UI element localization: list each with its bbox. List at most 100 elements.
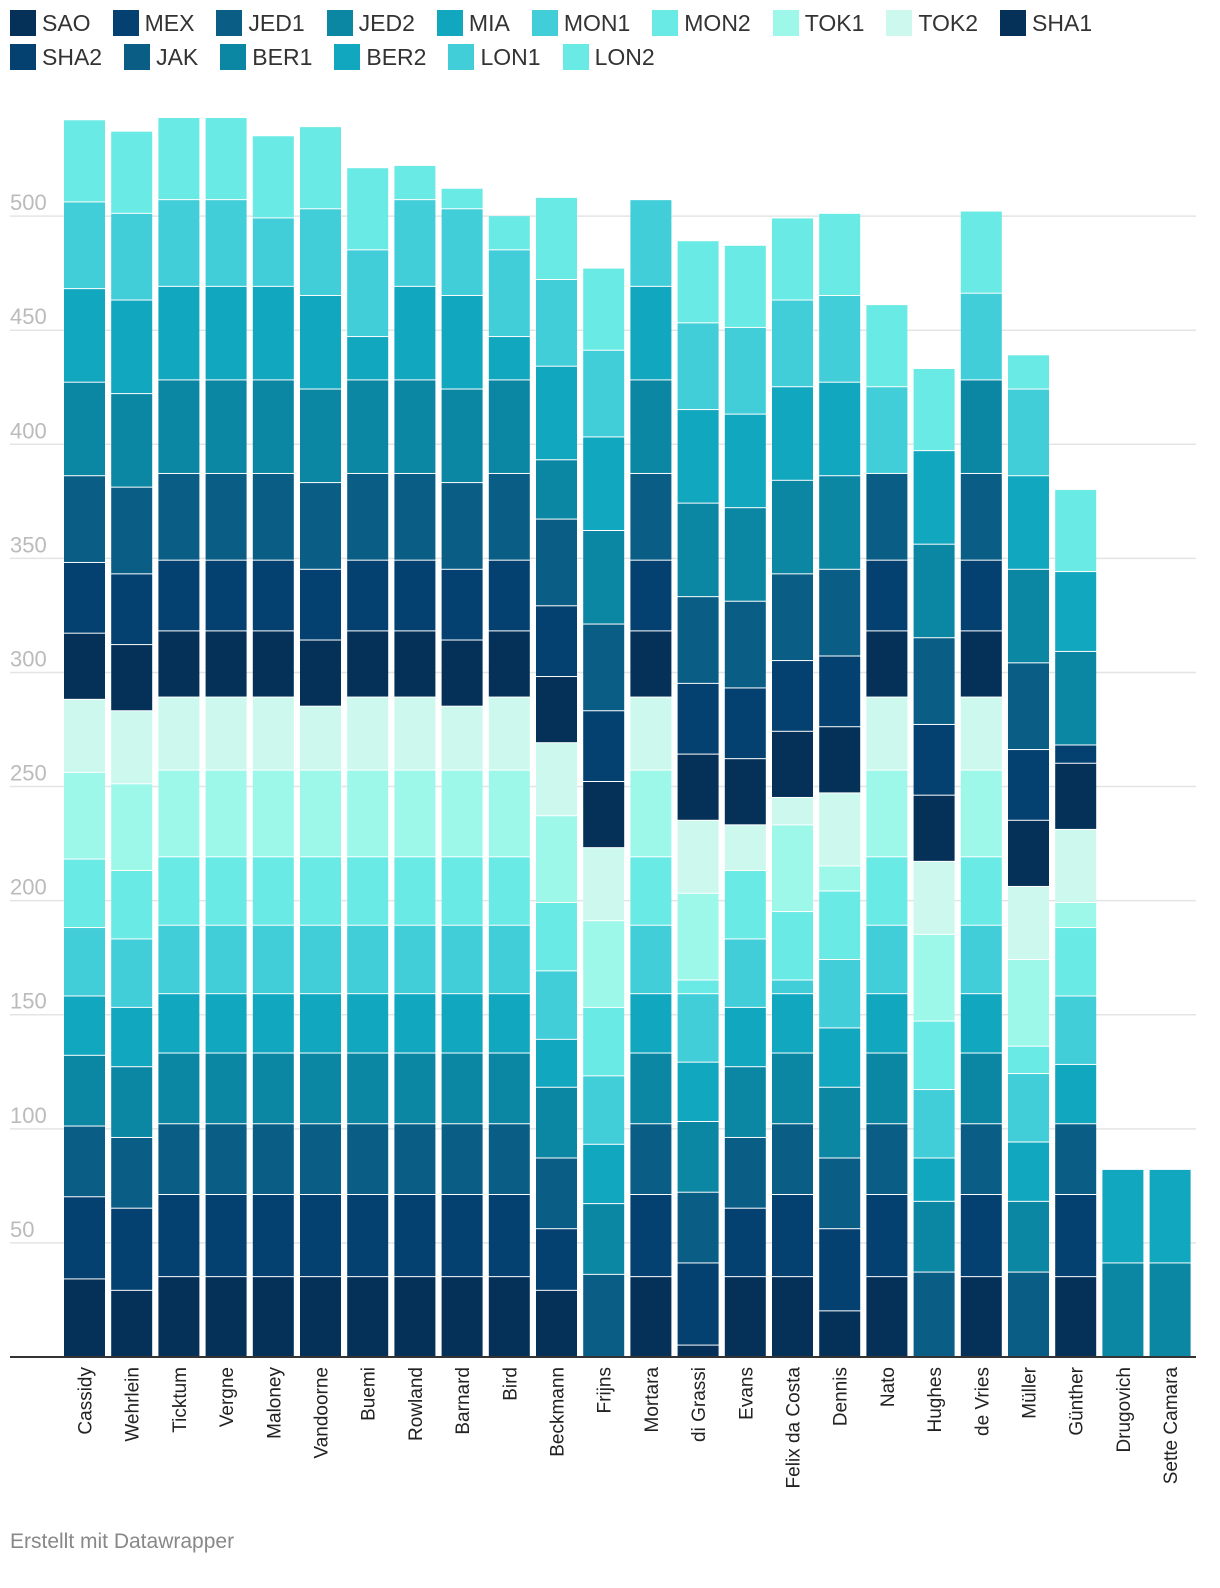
bar-segment-jak xyxy=(536,519,577,606)
y-tick-label: 200 xyxy=(10,875,47,900)
legend-label: BER1 xyxy=(252,43,313,70)
category-label: Felix da Costa xyxy=(784,1367,805,1489)
bar-segment-ber2 xyxy=(1008,476,1049,569)
bar-segment-sha1 xyxy=(64,633,105,699)
category-label: Nato xyxy=(878,1367,899,1407)
bar-segment-lon1 xyxy=(64,202,105,289)
category-label: Barnard xyxy=(453,1367,474,1435)
bar-segment-jed2 xyxy=(488,1053,530,1124)
bar-segment-mon1 xyxy=(913,1090,955,1158)
bar-segment-tok1 xyxy=(488,770,530,857)
bar-segment-mon2 xyxy=(488,857,530,925)
bar-segment-jed1 xyxy=(252,1124,294,1194)
bar-segment-tok2 xyxy=(441,706,483,770)
bar-segment-mon1 xyxy=(536,971,577,1039)
bar-segment-sao xyxy=(347,1277,389,1356)
category-label: Dennis xyxy=(831,1367,852,1426)
bar-segment-mia xyxy=(772,994,813,1053)
bar-segment-mex xyxy=(205,1194,247,1277)
bar-segment-tok2 xyxy=(347,697,389,770)
bar-segment-sha1 xyxy=(724,759,766,825)
bar-segment-jed2 xyxy=(300,1053,341,1124)
y-tick-label: 500 xyxy=(10,190,47,215)
bar-segment-tok2 xyxy=(583,848,625,921)
bar-segment-tok1 xyxy=(1008,959,1049,1046)
bar-segment-jak xyxy=(205,473,247,560)
legend-label: MEX xyxy=(144,9,195,36)
bar-segment-mia xyxy=(819,1028,861,1087)
bar-segment-ber2 xyxy=(772,387,813,480)
bar-segment-jed1 xyxy=(1055,1124,1097,1194)
bar-segment-jed1 xyxy=(488,1124,530,1194)
bar-segment-tok1 xyxy=(536,816,577,902)
bar-segment-ber1 xyxy=(252,380,294,473)
bar-segment-sha2 xyxy=(64,562,105,633)
bar-segment-tok1 xyxy=(913,934,955,1021)
bar-segment-mex xyxy=(111,1208,153,1290)
bar-segment-ber1 xyxy=(1055,651,1097,745)
bar-segment-tok2 xyxy=(819,793,861,866)
bar-segment-jak xyxy=(583,624,625,711)
category-label: Ticktum xyxy=(170,1367,191,1433)
bar-segment-mon2 xyxy=(1055,928,1097,996)
bar-segment-mia xyxy=(441,994,483,1053)
bar-segment-tok1 xyxy=(630,770,672,857)
legend-label: SHA1 xyxy=(1032,9,1093,36)
bar-segment-jak xyxy=(630,473,672,560)
bar-segment-jak xyxy=(347,473,389,560)
bar-segment-mia xyxy=(111,1007,153,1067)
bar-segment-lon1 xyxy=(300,209,341,295)
bar-segment-sha1 xyxy=(960,631,1002,697)
bar-segment-tok1 xyxy=(64,772,105,859)
y-tick-label: 350 xyxy=(10,532,47,557)
bar-segment-ber2 xyxy=(64,289,105,382)
category-label: Buemi xyxy=(359,1367,380,1421)
bar-segment-tok1 xyxy=(441,770,483,857)
bar-segment-sha2 xyxy=(1008,750,1049,820)
bar-segment-tok2 xyxy=(205,697,247,770)
y-tick-label: 250 xyxy=(10,761,47,786)
bar-segment-sha1 xyxy=(1008,820,1049,886)
y-tick-label: 100 xyxy=(10,1103,47,1128)
y-tick-label: 450 xyxy=(10,304,47,329)
bar-segment-jak xyxy=(677,597,719,683)
category-label: Maloney xyxy=(264,1367,285,1439)
bar-segment-sao xyxy=(111,1290,153,1356)
legend-label: TOK1 xyxy=(804,9,865,36)
bar-segment-sao xyxy=(488,1277,530,1356)
bar-segment-mon2 xyxy=(772,912,813,980)
bar-segment-mon1 xyxy=(677,994,719,1062)
bar-segment-mex xyxy=(252,1194,294,1277)
legend-item-sha1: SHA1 xyxy=(1000,10,1092,36)
legend-item-tok1: TOK1 xyxy=(772,9,865,36)
bar-segment-sao xyxy=(205,1277,247,1356)
bar-segment-lon1 xyxy=(960,293,1002,380)
bar-segment-ber1 xyxy=(819,476,861,569)
bar-segment-jed1 xyxy=(158,1124,200,1194)
bar-segment-mex xyxy=(441,1194,483,1277)
legend-swatch xyxy=(1000,10,1027,36)
bar-segment-mon2 xyxy=(1008,1046,1049,1074)
bar-segment-mia xyxy=(394,994,436,1053)
bar-segment-tok1 xyxy=(583,921,625,1007)
bar-segment-jed2 xyxy=(64,1055,105,1126)
bar-segment-jed2 xyxy=(205,1053,247,1124)
bar-segment-ber1 xyxy=(536,460,577,519)
legend-swatch xyxy=(436,10,463,36)
bar-segment-sha2 xyxy=(819,656,861,727)
bar-segment-jed2 xyxy=(536,1087,577,1158)
bar-segment-jed2 xyxy=(772,1053,813,1124)
bar-segment-mon1 xyxy=(205,925,247,994)
legend-item-lon2: LON2 xyxy=(562,44,655,70)
legend-item-sha2: SHA2 xyxy=(10,44,102,70)
bar-segment-sao xyxy=(819,1311,861,1356)
category-label: Beckmann xyxy=(548,1367,569,1457)
bar-segment-sao xyxy=(866,1277,908,1356)
bar-segment-mon1 xyxy=(300,925,341,994)
bar-segment-sha2 xyxy=(488,560,530,631)
bar-segment-ber1 xyxy=(347,380,389,473)
bar-segment-mon1 xyxy=(866,925,908,994)
bar-segment-lon2 xyxy=(111,131,153,213)
bar-segment-sha2 xyxy=(677,683,719,754)
bar-segment-mon1 xyxy=(1008,1074,1049,1142)
